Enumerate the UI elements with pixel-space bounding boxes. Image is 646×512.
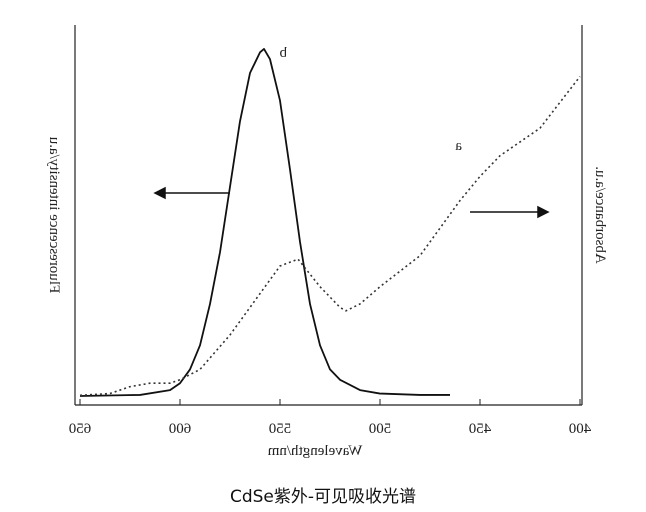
chart: Wavelength/nm Fluorescence intensity/a.u… — [46, 25, 608, 459]
series-line — [79, 75, 581, 397]
caption: CdSe紫外-可见吸收光谱 — [229, 487, 417, 507]
x-tick-label: 550 — [269, 421, 292, 437]
arrow-head — [153, 186, 166, 200]
y2-axis-title: Absorbance/a.u. — [592, 166, 608, 263]
arrow-head — [537, 205, 550, 219]
x-tick-label: 650 — [69, 421, 92, 437]
arrows — [153, 186, 550, 219]
y-axis-title: Fluorescence intensity/a.u — [46, 136, 62, 293]
series-label: b — [280, 45, 288, 61]
x-tick-label: 500 — [369, 421, 392, 437]
series-line — [79, 47, 450, 397]
x-tick-label: 400 — [569, 421, 592, 437]
x-tick-label: 450 — [469, 421, 492, 437]
x-axis-title: Wavelength/nm — [267, 443, 362, 459]
x-tick-label: 600 — [169, 421, 192, 437]
series-label: a — [455, 138, 462, 154]
